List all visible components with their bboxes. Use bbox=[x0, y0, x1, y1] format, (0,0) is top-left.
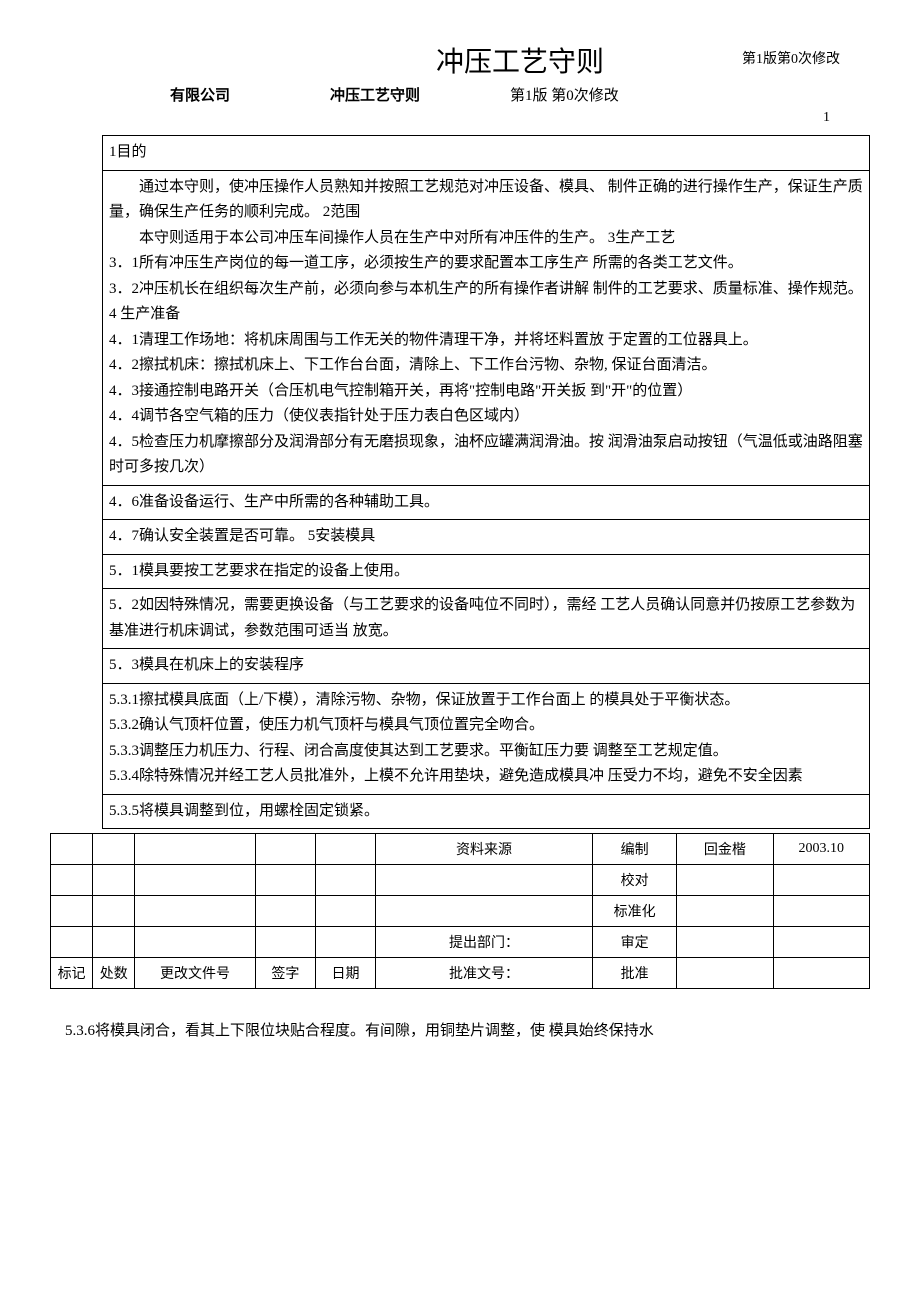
cell: 标记 bbox=[51, 958, 93, 989]
cell bbox=[315, 927, 375, 958]
footer-row: 校对 bbox=[51, 865, 870, 896]
section-1: 1目的 bbox=[103, 136, 870, 171]
cell bbox=[773, 958, 869, 989]
cell bbox=[255, 834, 315, 865]
cell bbox=[677, 896, 773, 927]
cell bbox=[51, 896, 93, 927]
cell bbox=[135, 865, 255, 896]
section-8: 5.3.1擦拭模具底面（上/下模），清除污物、杂物，保证放置于工作台面上 的模具… bbox=[103, 683, 870, 794]
footer-table: 资料来源 编制 回金楷 2003.10 校对 标准化 提出部门： 审定 bbox=[50, 833, 870, 989]
cell: 提出部门： bbox=[376, 927, 593, 958]
cell bbox=[135, 896, 255, 927]
version-sub: 第1版 第0次修改 bbox=[510, 84, 619, 105]
cell bbox=[315, 865, 375, 896]
footer-row: 资料来源 编制 回金楷 2003.10 bbox=[51, 834, 870, 865]
cell bbox=[255, 865, 315, 896]
section-6: 5．2如因特殊情况，需要更换设备（与工艺要求的设备吨位不同时），需经 工艺人员确… bbox=[103, 589, 870, 649]
subtitle: 冲压工艺守则 bbox=[330, 84, 420, 105]
footer-row: 标记 处数 更改文件号 签字 日期 批准文号： 批准 bbox=[51, 958, 870, 989]
cell bbox=[677, 927, 773, 958]
cell bbox=[135, 834, 255, 865]
cell: 回金楷 bbox=[677, 834, 773, 865]
cell bbox=[376, 865, 593, 896]
section-9: 5.3.5将模具调整到位，用螺栓固定锁紧。 bbox=[103, 794, 870, 829]
company-name: 有限公司 bbox=[170, 84, 230, 105]
section-5: 5．1模具要按工艺要求在指定的设备上使用。 bbox=[103, 554, 870, 589]
header-sub-row: 有限公司 冲压工艺守则 第1版 第0次修改 bbox=[50, 84, 870, 105]
cell bbox=[677, 865, 773, 896]
page-number: 1 bbox=[823, 110, 830, 126]
cell bbox=[93, 834, 135, 865]
cell bbox=[51, 927, 93, 958]
continuation-text: 5.3.6将模具闭合，看其上下限位块贴合程度。有间隙，用铜垫片调整，使 模具始终… bbox=[50, 1019, 870, 1045]
footer-row: 标准化 bbox=[51, 896, 870, 927]
cell: 更改文件号 bbox=[135, 958, 255, 989]
document-header: 冲压工艺守则 第1版第0次修改 1 有限公司 冲压工艺守则 第1版 第0次修改 bbox=[50, 40, 870, 105]
cell: 处数 bbox=[93, 958, 135, 989]
cell: 审定 bbox=[592, 927, 676, 958]
cell bbox=[255, 896, 315, 927]
cell: 标准化 bbox=[592, 896, 676, 927]
header-top-row: 冲压工艺守则 第1版第0次修改 1 bbox=[50, 40, 870, 80]
cell bbox=[135, 927, 255, 958]
cell: 2003.10 bbox=[773, 834, 869, 865]
section-4: 4．7确认安全装置是否可靠。 5安装模具 bbox=[103, 520, 870, 555]
section-3: 4．6准备设备运行、生产中所需的各种辅助工具。 bbox=[103, 485, 870, 520]
cell: 签字 bbox=[255, 958, 315, 989]
cell bbox=[93, 927, 135, 958]
cell bbox=[93, 896, 135, 927]
cell: 校对 bbox=[592, 865, 676, 896]
cell bbox=[773, 927, 869, 958]
cell bbox=[51, 865, 93, 896]
cell: 批准 bbox=[592, 958, 676, 989]
section-7: 5．3模具在机床上的安装程序 bbox=[103, 649, 870, 684]
section-2: 通过本守则，使冲压操作人员熟知并按照工艺规范对冲压设备、模具、 制件正确的进行操… bbox=[103, 170, 870, 485]
cell: 编制 bbox=[592, 834, 676, 865]
cell: 批准文号： bbox=[376, 958, 593, 989]
cell bbox=[773, 865, 869, 896]
footer-row: 提出部门： 审定 bbox=[51, 927, 870, 958]
cell bbox=[255, 927, 315, 958]
cell bbox=[677, 958, 773, 989]
cell bbox=[315, 834, 375, 865]
main-title: 冲压工艺守则 bbox=[436, 40, 604, 80]
cell bbox=[93, 865, 135, 896]
cell: 日期 bbox=[315, 958, 375, 989]
main-content-table: 1目的 通过本守则，使冲压操作人员熟知并按照工艺规范对冲压设备、模具、 制件正确… bbox=[50, 135, 870, 829]
cell bbox=[773, 896, 869, 927]
cell bbox=[51, 834, 93, 865]
version-top: 第1版第0次修改 bbox=[742, 48, 840, 68]
cell bbox=[315, 896, 375, 927]
cell bbox=[376, 896, 593, 927]
cell: 资料来源 bbox=[376, 834, 593, 865]
